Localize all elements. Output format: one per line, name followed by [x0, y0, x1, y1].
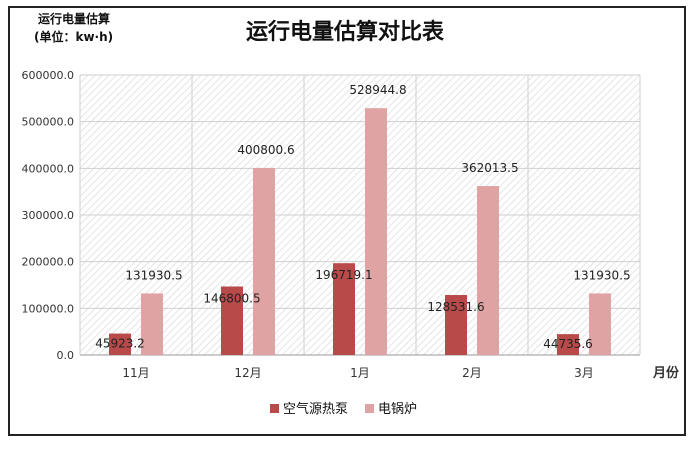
bar-heat-pump [557, 334, 579, 355]
legend-swatch [270, 404, 279, 413]
unit-label: (单位：kw·h) [34, 29, 113, 44]
bar-heat-pump [109, 333, 131, 355]
data-label: 131930.5 [125, 268, 182, 282]
data-label: 400800.6 [237, 143, 294, 157]
y-tick-label: 400000.0 [22, 162, 75, 175]
x-tick-label: 1月 [350, 366, 370, 380]
x-tick-label: 3月 [574, 366, 594, 380]
y-tick-label: 600000.0 [22, 69, 75, 82]
y-tick-label: 0.0 [57, 349, 75, 362]
legend-item: 电锅炉 [365, 401, 417, 417]
data-label: 45923.2 [95, 337, 145, 351]
bar-heat-pump [221, 286, 243, 355]
bar-electric-boiler [365, 108, 387, 356]
legend-label: 空气源热泵 [283, 401, 348, 417]
bar-electric-boiler [589, 293, 611, 355]
y-tick-label: 300000.0 [22, 209, 75, 222]
data-label: 146800.5 [203, 291, 260, 305]
data-label: 196719.1 [315, 268, 372, 282]
y-tick-label: 200000.0 [22, 256, 75, 269]
bar-electric-boiler [253, 167, 275, 355]
x-tick-label: 11月 [122, 366, 149, 380]
bar-electric-boiler [477, 186, 499, 355]
y-tick-label: 500000.0 [22, 116, 75, 129]
legend-label: 电锅炉 [378, 401, 417, 417]
data-label: 362013.5 [461, 161, 518, 175]
y-tick-label: 100000.0 [22, 302, 75, 315]
data-label: 128531.6 [427, 300, 484, 314]
legend-swatch [365, 404, 374, 413]
data-label: 131930.5 [573, 268, 630, 282]
legend-item: 空气源热泵 [270, 401, 348, 417]
x-tick-label: 12月 [234, 366, 261, 380]
bar-electric-boiler [141, 293, 163, 355]
bar-heat-pump [333, 263, 355, 355]
x-tick-label: 2月 [462, 366, 482, 380]
x-axis-label: 月份 [652, 365, 680, 381]
unit-label-title: 运行电量估算 [38, 11, 110, 26]
data-label: 528944.8 [349, 83, 406, 97]
bar-heat-pump [445, 295, 467, 355]
chart-title: 运行电量估算对比表 [246, 19, 445, 45]
data-label: 44735.6 [543, 337, 593, 351]
